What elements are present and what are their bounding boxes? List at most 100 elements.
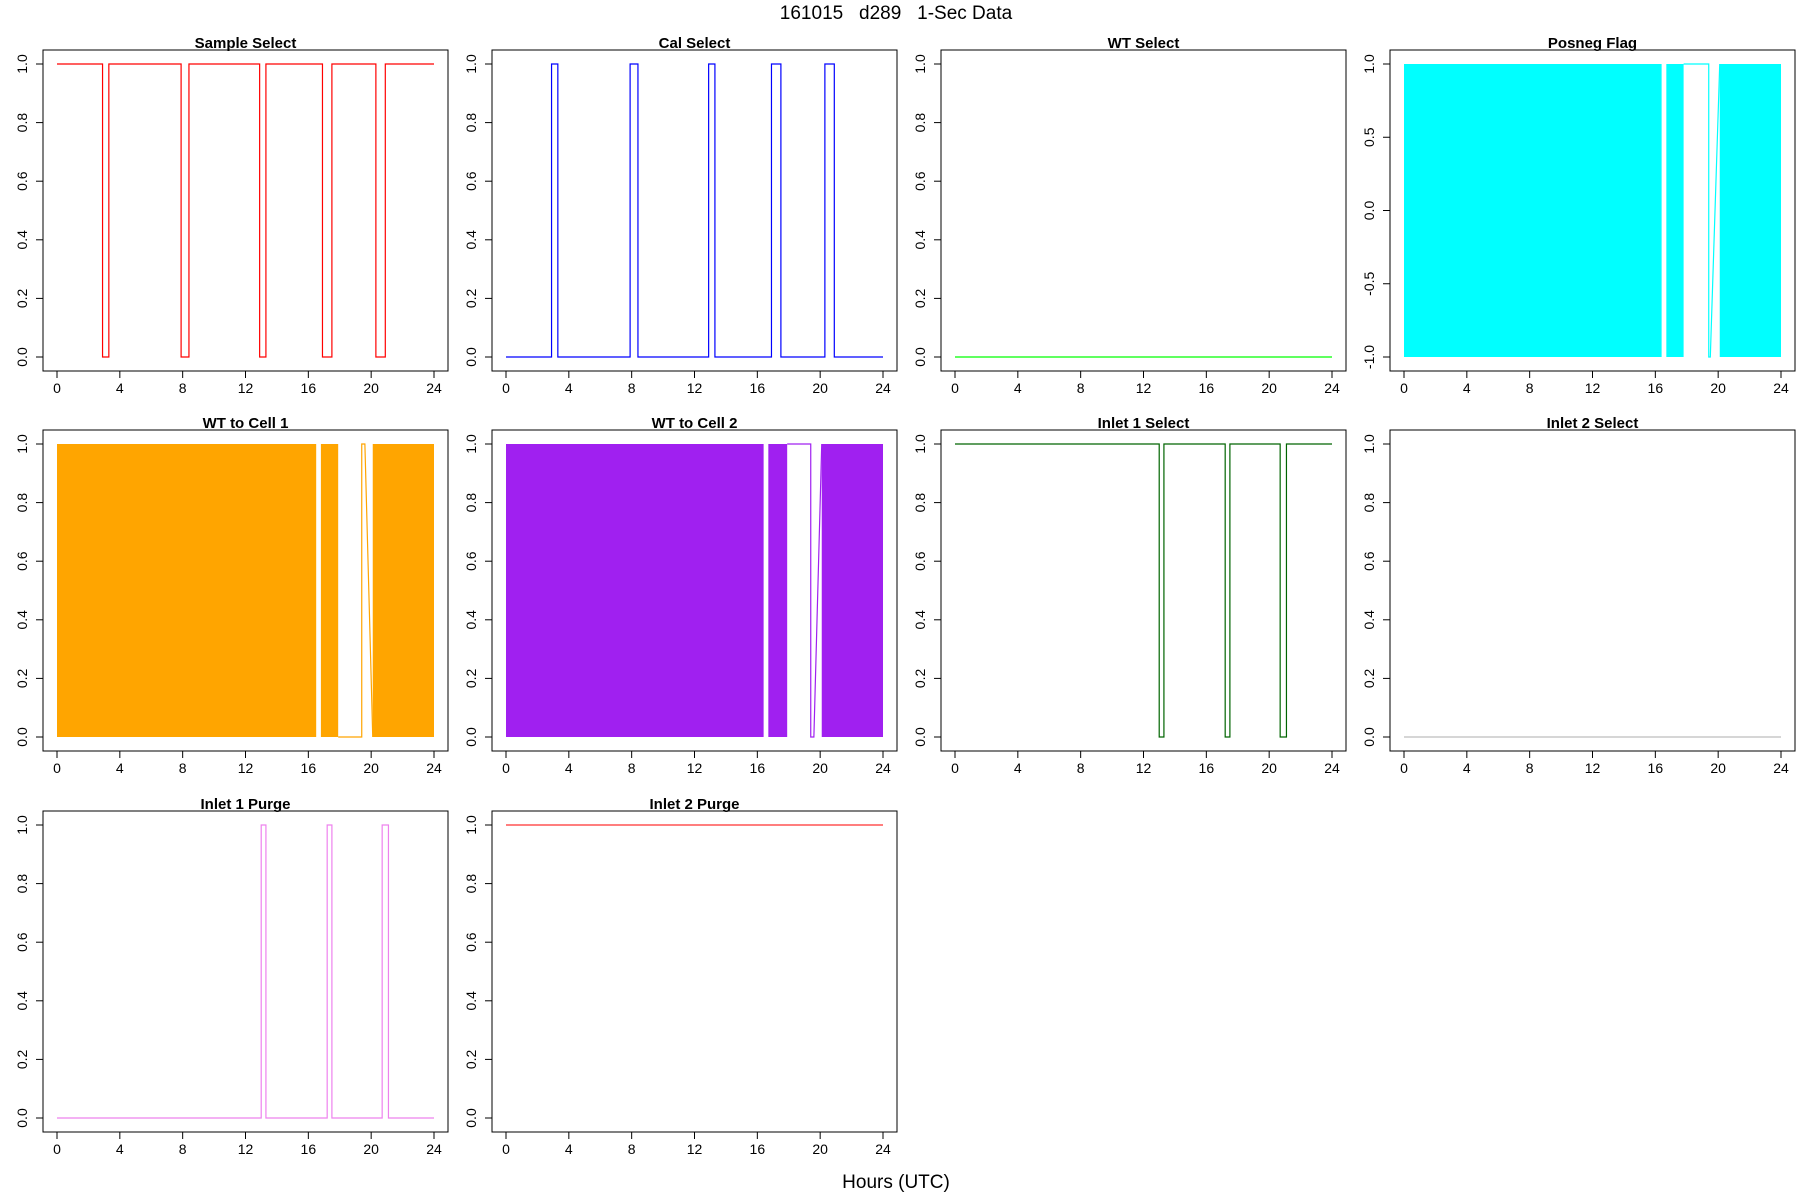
y-tick-label: 1.0 <box>463 434 479 454</box>
x-tick-label: 0 <box>53 760 61 776</box>
x-tick-label: 20 <box>812 760 828 776</box>
panel-title: WT to Cell 2 <box>652 415 738 432</box>
x-tick-label: 20 <box>363 760 379 776</box>
y-tick-label: 0.2 <box>1361 668 1377 688</box>
x-tick-label: 20 <box>363 1141 379 1157</box>
x-tick-label: 4 <box>116 380 124 396</box>
y-tick-label: 0.8 <box>14 493 30 513</box>
panel-title: Posneg Flag <box>1548 35 1637 52</box>
y-tick-label: 0.6 <box>14 551 30 571</box>
x-tick-label: 0 <box>502 760 510 776</box>
y-tick-label: 0.4 <box>1361 610 1377 630</box>
series-band <box>821 444 883 737</box>
y-tick-label: 0.8 <box>463 874 479 894</box>
x-tick-label: 8 <box>1526 380 1534 396</box>
y-tick-label: 0.0 <box>14 347 30 367</box>
y-tick-label: 1.0 <box>912 434 928 454</box>
x-tick-label: 8 <box>1077 380 1085 396</box>
y-axis: 0.0 0.2 0.4 0.6 0.8 1.0 <box>14 434 44 747</box>
panel-wt-select: WT Select 0 4 8 12 16 20 24 0.0 0.2 0.4 0.6 0.8 1.0 <box>912 35 1347 396</box>
plot-area <box>57 63 434 358</box>
y-tick-label: -0.5 <box>1361 271 1377 295</box>
x-tick-label: 20 <box>1710 760 1726 776</box>
plot-area <box>1404 63 1781 358</box>
x-tick-label: 16 <box>301 380 317 396</box>
y-tick-label: 0.0 <box>14 1108 30 1128</box>
x-tick-label: 8 <box>179 380 187 396</box>
x-axis: 0 4 8 12 16 20 24 <box>502 370 891 396</box>
y-tick-label: 0.0 <box>912 347 928 367</box>
y-tick-label: 0.2 <box>463 668 479 688</box>
y-axis: 0.0 0.2 0.4 0.6 0.8 1.0 <box>463 815 493 1128</box>
plot-area <box>506 63 883 358</box>
x-axis: 0 4 8 12 16 20 24 <box>951 370 1340 396</box>
x-tick-label: 12 <box>1585 380 1601 396</box>
panels-grid: Sample Select 0 4 8 12 16 20 24 0.0 0.2 0.4 0.6 0.8 1… <box>14 35 1796 1157</box>
x-axis: 0 4 8 12 16 20 24 <box>951 750 1340 776</box>
y-tick-label: 0.4 <box>463 230 479 250</box>
figure-title: 161015 d289 1-Sec Data <box>780 3 1013 24</box>
x-tick-label: 4 <box>116 760 124 776</box>
y-tick-label: 0.2 <box>14 668 30 688</box>
x-axis: 0 4 8 12 16 20 24 <box>53 370 442 396</box>
x-tick-label: 8 <box>179 760 187 776</box>
panel-frame <box>940 49 1347 372</box>
x-axis: 0 4 8 12 16 20 24 <box>53 750 442 776</box>
panel-frame <box>491 49 898 372</box>
x-tick-label: 8 <box>1077 760 1085 776</box>
panel-title: Inlet 2 Select <box>1547 415 1639 432</box>
y-tick-label: 0.2 <box>463 288 479 308</box>
y-tick-label: 0.4 <box>14 610 30 630</box>
panel-sample-select: Sample Select 0 4 8 12 16 20 24 0.0 0.2 0.4 0.6 0.8 1… <box>14 35 449 396</box>
x-tick-label: 24 <box>875 380 891 396</box>
x-tick-label: 24 <box>875 760 891 776</box>
panel-frame <box>1389 429 1796 752</box>
y-tick-label: 0.6 <box>463 932 479 952</box>
plot-area <box>57 443 434 738</box>
panel-title: Sample Select <box>195 35 297 52</box>
y-tick-label: 0.0 <box>1361 201 1377 221</box>
panel-frame <box>940 429 1347 752</box>
x-tick-label: 24 <box>426 760 442 776</box>
y-tick-label: 0.4 <box>14 991 30 1011</box>
x-tick-label: 4 <box>1463 760 1471 776</box>
y-tick-label: 0.8 <box>463 493 479 513</box>
y-tick-label: 0.2 <box>14 1049 30 1069</box>
series-band <box>506 444 764 737</box>
y-tick-label: 0.0 <box>14 727 30 747</box>
x-tick-label: 4 <box>565 380 573 396</box>
y-tick-label: 0.0 <box>463 727 479 747</box>
series-band <box>320 444 339 737</box>
y-tick-label: -1.0 <box>1361 345 1377 369</box>
y-tick-label: 0.4 <box>14 230 30 250</box>
x-tick-label: 0 <box>951 380 959 396</box>
y-tick-label: 0.0 <box>912 727 928 747</box>
panel-cal-select: Cal Select 0 4 8 12 16 20 24 0.0 0.2 0.4 0.6 0.8 1.0 <box>463 35 898 396</box>
x-tick-label: 24 <box>875 1141 891 1157</box>
y-tick-label: 0.6 <box>1361 551 1377 571</box>
x-tick-label: 12 <box>238 380 254 396</box>
panel-frame <box>42 810 449 1133</box>
y-tick-label: 0.6 <box>912 171 928 191</box>
series-line <box>338 443 374 738</box>
y-tick-label: 0.6 <box>463 171 479 191</box>
y-tick-label: 1.0 <box>463 815 479 835</box>
x-tick-label: 12 <box>238 1141 254 1157</box>
x-tick-label: 20 <box>363 380 379 396</box>
figure-xlabel: Hours (UTC) <box>842 1172 950 1193</box>
x-tick-label: 16 <box>1199 760 1215 776</box>
x-tick-label: 20 <box>1261 380 1277 396</box>
x-tick-label: 16 <box>1199 380 1215 396</box>
panel-title: Cal Select <box>659 35 731 52</box>
y-tick-label: 1.0 <box>14 434 30 454</box>
x-tick-label: 16 <box>301 760 317 776</box>
x-tick-label: 4 <box>1014 760 1022 776</box>
x-tick-label: 4 <box>565 760 573 776</box>
x-tick-label: 8 <box>628 1141 636 1157</box>
x-tick-label: 0 <box>53 380 61 396</box>
x-tick-label: 0 <box>53 1141 61 1157</box>
y-tick-label: 0.0 <box>463 1108 479 1128</box>
series-line <box>955 443 1332 738</box>
panel-title: WT to Cell 1 <box>203 415 289 432</box>
panel-wt-to-cell-2: WT to Cell 2 0 4 8 12 16 20 24 0.0 0.2 0.4 0.6 0.8 1.… <box>463 415 898 776</box>
